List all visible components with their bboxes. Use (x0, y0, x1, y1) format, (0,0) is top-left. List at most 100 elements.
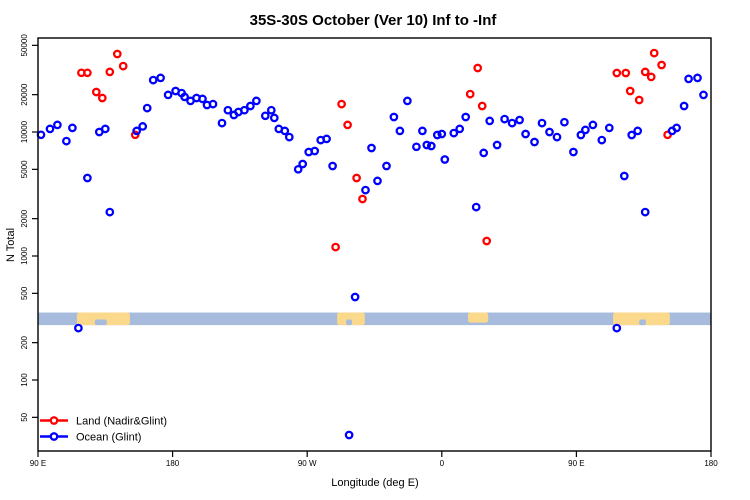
land-data-point (97, 93, 107, 103)
ocean-data-point (284, 132, 294, 142)
ocean-data-point (479, 148, 489, 158)
x-axis-ticks: 90 E 180 90 W 0 90 E 180 (30, 451, 718, 468)
land-data-point (352, 173, 361, 183)
ocean-data-point (163, 90, 173, 100)
data-points-layer (36, 48, 708, 440)
ocean-data-point (260, 111, 270, 121)
y-tick-label: 50 (20, 412, 29, 421)
ocean-data-point (581, 125, 590, 135)
ocean-data-point (537, 118, 547, 128)
ocean-data-point (361, 185, 370, 195)
ocean-data-point (350, 292, 360, 302)
ocean-data-point (328, 161, 337, 171)
ocean-data-point (679, 101, 689, 111)
ocean-data-point (83, 173, 92, 183)
map-band-land-patch (613, 312, 670, 326)
ocean-data-point (699, 90, 708, 100)
ocean-data-point (293, 164, 303, 174)
ocean-data-point (382, 161, 391, 171)
land-data-point (634, 95, 644, 105)
ocean-data-point (138, 122, 148, 131)
ocean-data-point (45, 124, 55, 134)
y-tick-label: 5000 (20, 160, 29, 178)
y-tick-label: 200 (20, 335, 29, 349)
ocean-data-point (440, 155, 450, 164)
legend-item: Land (Nadir&Glint) (40, 416, 167, 428)
ocean-data-point (412, 142, 421, 152)
land-data-point (337, 99, 346, 109)
land-data-point (640, 67, 650, 77)
ocean-data-point (672, 123, 681, 133)
ocean-data-point (485, 116, 495, 126)
ocean-data-point (266, 105, 276, 115)
ocean-data-point (208, 99, 218, 109)
ocean-data-point (552, 132, 562, 142)
ocean-data-point (367, 143, 376, 153)
ocean-data-point (449, 128, 459, 138)
land-data-point (83, 68, 92, 78)
ocean-data-point (344, 430, 354, 440)
ocean-data-point (627, 130, 637, 140)
land-data-point (473, 63, 483, 73)
land-data-point (621, 68, 631, 78)
y-tick-label: 20000 (20, 83, 29, 106)
ocean-data-point (545, 127, 554, 137)
x-tick-label: 90 E (568, 459, 584, 468)
land-data-point (477, 101, 487, 111)
ocean-data-point (507, 118, 517, 128)
land-data-point (358, 194, 367, 204)
ocean-data-point (612, 323, 622, 333)
y-axis-ticks: 50 100 200 500 1000 2000 5000 10000 20000 50000 (20, 34, 38, 422)
ocean-data-point (640, 207, 650, 217)
map-band-ocean-notch (94, 319, 107, 326)
map-band-land-patch (467, 312, 489, 323)
land-data-point (646, 72, 656, 82)
ocean-data-point (471, 202, 481, 212)
ocean-data-point (492, 140, 502, 150)
y-tick-label: 50000 (20, 34, 29, 57)
x-tick-label: 90 W (298, 459, 317, 468)
plot-frame (37, 37, 712, 452)
ocean-data-point (418, 126, 427, 136)
ocean-data-point (576, 130, 586, 140)
y-axis-label: N Total (5, 228, 17, 262)
land-data-point (649, 48, 659, 58)
ocean-data-point (68, 123, 77, 133)
ocean-data-point (461, 112, 471, 122)
y-tick-label: 100 (20, 373, 29, 387)
ocean-data-point (74, 323, 83, 333)
land-data-point (331, 242, 340, 252)
ocean-data-point (180, 92, 189, 102)
ocean-data-point (389, 112, 399, 122)
ocean-data-point (530, 137, 539, 147)
map-band-land-patch (76, 312, 130, 326)
ocean-data-point (53, 120, 62, 130)
legend-marker-icon (49, 432, 59, 441)
ocean-data-point (298, 159, 308, 169)
ocean-data-point (432, 130, 442, 140)
ocean-data-point (223, 105, 233, 115)
ocean-data-point (240, 105, 249, 115)
y-tick-label: 500 (20, 286, 29, 300)
ocean-data-point (633, 126, 643, 136)
ocean-data-point (521, 129, 530, 139)
legend-label: Ocean (Glint) (76, 432, 141, 444)
ocean-data-point (569, 147, 578, 157)
ocean-data-point (515, 115, 524, 125)
chart-title: 35S-30S October (Ver 10) Inf to -Inf (250, 12, 498, 29)
ocean-data-point (156, 73, 165, 83)
ocean-data-point (500, 114, 509, 124)
x-tick-label: 180 (704, 459, 718, 468)
ocean-data-point (395, 126, 405, 136)
map-band-land-patch (337, 312, 365, 326)
ocean-data-point (132, 126, 142, 136)
ocean-data-point (597, 135, 607, 145)
ocean-data-point (269, 113, 279, 123)
ocean-data-point (280, 126, 290, 136)
y-tick-label: 2000 (20, 209, 29, 227)
legend-item: Ocean (Glint) (40, 432, 141, 444)
chart-legend: Land (Nadir&Glint) Ocean (Glint) (40, 416, 167, 444)
ocean-data-point (142, 103, 152, 113)
ocean-data-point (588, 120, 598, 130)
